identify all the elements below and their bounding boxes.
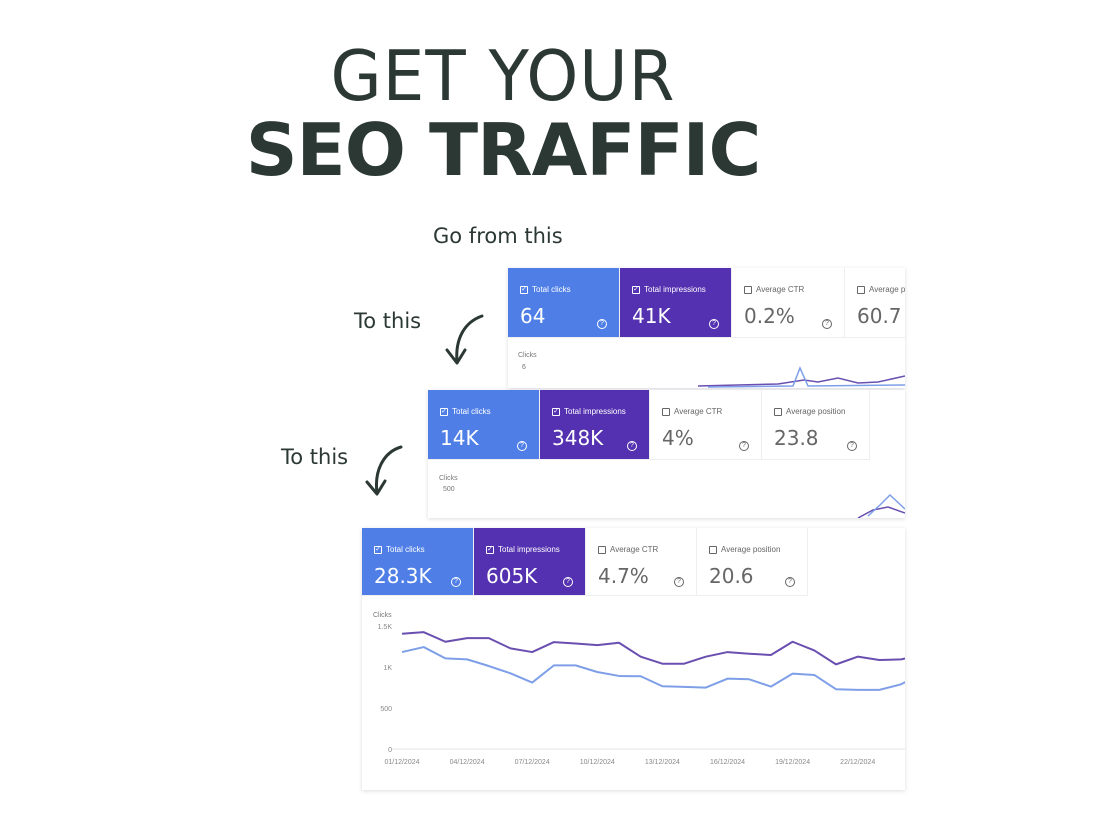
checkbox-icon[interactable] [662,407,670,416]
y-tick-label: 1K [383,665,392,672]
tile-value: 23.8 [774,426,819,450]
checkbox-icon[interactable] [598,545,606,554]
checkbox-checked-icon[interactable]: ✓ [552,407,560,416]
clicks-line [707,366,905,388]
curved-arrow-icon [445,314,484,365]
help-icon[interactable]: ? [627,441,637,451]
chart-y-label: Clicks [518,352,537,359]
mini-chart [697,366,905,388]
performance-card-before: ✓ Total clicks 64? ✓ Total impressions 41K? … [508,268,905,388]
tile-average-position[interactable]: Average position 20.6? [697,528,808,596]
checkbox-icon[interactable] [709,545,717,554]
tile-total-impressions[interactable]: ✓ Total impressions 605K? [474,528,586,596]
checkbox-checked-icon[interactable]: ✓ [632,285,640,294]
x-tick-label: 19/12/2024 [775,759,810,766]
performance-card-after: ✓ Total clicks 28.3K? ✓ Total impressions 60… [362,528,905,790]
tile-label: Average position [786,407,846,416]
tile-value: 41K [632,304,671,328]
checkbox-checked-icon[interactable]: ✓ [520,285,528,294]
caption-go-from-this: Go from this [433,224,563,248]
tile-value: 28.3K [374,564,432,588]
chart-y-max: 6 [522,364,526,371]
y-axis-title: Clicks [373,612,392,619]
tile-label: Average position [721,545,781,554]
x-tick-label: 10/12/2024 [580,759,615,766]
checkbox-checked-icon[interactable]: ✓ [374,545,382,554]
tile-label: Total clicks [452,407,491,416]
tile-value: 14K [440,426,479,450]
tile-average-position[interactable]: Average p 60.7 [845,268,905,338]
x-tick-label: 04/12/2024 [450,759,485,766]
tile-total-impressions[interactable]: ✓ Total impressions 41K? [620,268,732,338]
tile-value: 0.2% [744,304,795,328]
tile-label: Average CTR [610,545,659,554]
x-tick-label: 13/12/2024 [645,759,680,766]
tile-total-clicks[interactable]: ✓ Total clicks 28.3K? [362,528,474,596]
checkbox-icon[interactable] [857,285,865,294]
chart-y-max: 500 [443,486,455,493]
series-line-1 [401,646,905,691]
tile-total-impressions[interactable]: ✓ Total impressions 348K? [540,390,650,460]
help-icon[interactable]: ? [451,577,461,587]
tile-label: Average CTR [674,407,723,416]
tile-label: Average CTR [756,285,805,294]
tile-total-clicks[interactable]: ✓ Total clicks 14K? [428,390,540,460]
tile-value: 348K [552,426,604,450]
tile-average-ctr[interactable]: Average CTR 4.7%? [586,528,697,596]
tile-label: Average p [869,285,905,294]
headline-line-2: SEO TRAFFIC [245,108,762,192]
tile-value: 605K [486,564,538,588]
checkbox-icon[interactable] [774,407,782,416]
tile-average-position[interactable]: Average position 23.8? [762,390,870,460]
x-tick-label: 16/12/2024 [710,759,745,766]
headline-line-1: GET YOUR [330,36,676,117]
tile-value: 60.7 [857,304,902,328]
curved-arrow-icon [365,445,403,496]
tile-label: Total clicks [386,545,425,554]
y-tick-label: 0 [388,747,392,754]
tile-label: Total clicks [532,285,571,294]
help-icon[interactable]: ? [785,577,795,587]
checkbox-checked-icon[interactable]: ✓ [486,545,494,554]
help-icon[interactable]: ? [674,577,684,587]
x-tick-label: 07/12/2024 [515,759,550,766]
help-icon[interactable]: ? [597,319,607,329]
tile-total-clicks[interactable]: ✓ Total clicks 64? [508,268,620,338]
help-icon[interactable]: ? [517,441,527,451]
clicks-line-chart: Clicks 0 500 1K 1.5K 01/12/2024 04/12/2024 07/… [373,612,905,766]
y-tick-label: 500 [380,706,392,713]
x-tick-label: 22/12/2024 [840,759,875,766]
help-icon[interactable]: ? [822,319,832,329]
tile-value: 64 [520,304,546,328]
chart-y-label: Clicks [439,475,458,482]
tile-label: Total impressions [644,285,706,294]
help-icon[interactable]: ? [709,319,719,329]
help-icon[interactable]: ? [847,441,857,451]
tile-average-ctr[interactable]: Average CTR 0.2%? [732,268,845,338]
impressions-line [697,375,905,387]
checkbox-icon[interactable] [744,285,752,294]
caption-to-this-1: To this [354,309,422,333]
caption-to-this-2: To this [281,445,349,469]
y-tick-label: 1.5K [378,624,393,631]
checkbox-checked-icon[interactable]: ✓ [440,407,448,416]
tile-value: 20.6 [709,564,754,588]
tile-value: 4.7% [598,564,649,588]
performance-card-middle: ✓ Total clicks 14K? ✓ Total impressions 348K… [428,390,905,518]
series-line-0 [401,631,905,666]
tile-value: 4% [662,426,694,450]
help-icon[interactable]: ? [739,441,749,451]
tile-average-ctr[interactable]: Average CTR 4%? [650,390,762,460]
x-tick-label: 01/12/2024 [384,759,419,766]
tile-label: Total impressions [498,545,560,554]
tile-label: Total impressions [564,407,626,416]
help-icon[interactable]: ? [563,577,573,587]
clicks-line [867,493,905,517]
impressions-line [857,506,905,518]
mini-chart [857,493,905,518]
